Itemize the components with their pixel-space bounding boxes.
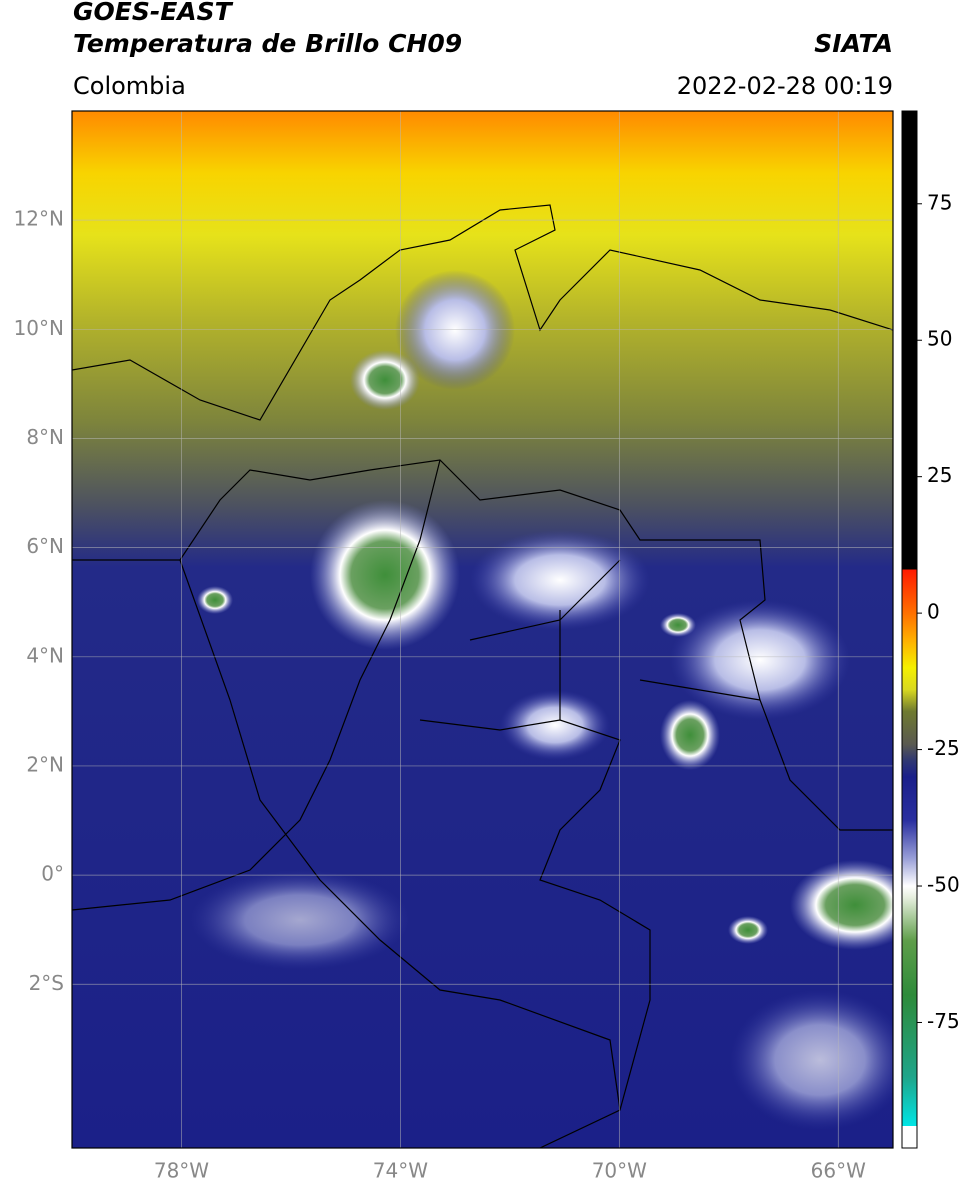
y-tick-label: 0° [41, 862, 64, 886]
y-tick-label: 6°N [26, 534, 64, 558]
y-tick-label: 4°N [26, 643, 64, 667]
colorbar-tick-label: -50 [927, 873, 960, 897]
colorbar-tick-label: 25 [927, 463, 952, 487]
x-tick-label: 66°W [811, 1159, 866, 1183]
graticule [72, 111, 893, 1148]
y-tick-label: 2°S [29, 971, 64, 995]
title-line1: GOES-EAST [73, 0, 234, 26]
x-tick-label: 74°W [373, 1159, 428, 1183]
colorbar-tick-label: 0 [927, 600, 940, 624]
x-tick-label: 70°W [592, 1159, 647, 1183]
y-tick-label: 2°N [26, 752, 64, 776]
colorbar-tick-label: -75 [927, 1009, 960, 1033]
region: Colombia [73, 72, 186, 100]
source: SIATA [814, 29, 893, 58]
map-frame [71, 110, 894, 1149]
colorbar-tick-label: -25 [927, 736, 960, 760]
colorbar [901, 110, 918, 1149]
y-tick-label: 10°N [14, 316, 64, 340]
y-tick-label: 8°N [26, 425, 64, 449]
colorbar-tick-label: 75 [927, 190, 952, 214]
colorbar-tick-label: 50 [927, 327, 952, 351]
timestamp: 2022-02-28 00:19 [677, 72, 893, 100]
satellite-image [72, 111, 893, 1148]
y-tick-label: 12°N [14, 207, 64, 231]
title-line2: Temperatura de Brillo CH09 [73, 29, 462, 58]
x-tick-label: 78°W [154, 1159, 209, 1183]
